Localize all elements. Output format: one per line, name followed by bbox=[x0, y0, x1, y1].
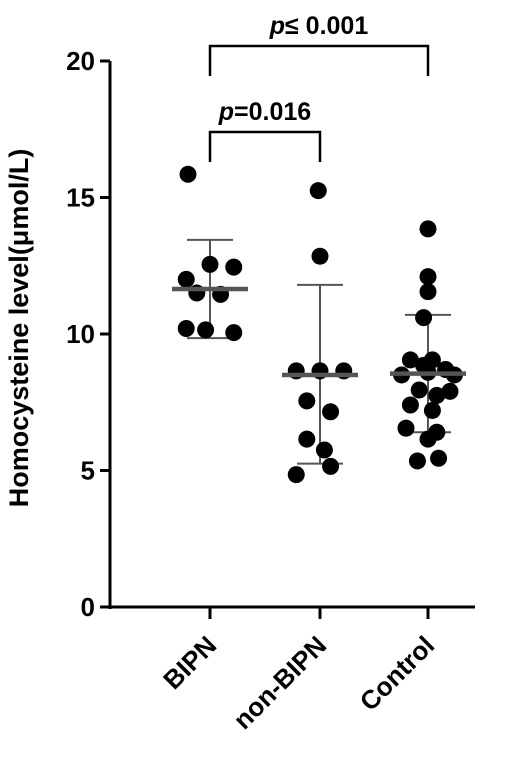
significance-bracket bbox=[208, 130, 322, 163]
data-point bbox=[225, 258, 243, 276]
data-point bbox=[410, 381, 428, 399]
y-tick-label: 10 bbox=[66, 319, 95, 349]
data-point bbox=[309, 182, 327, 200]
data-point bbox=[322, 457, 340, 475]
data-point bbox=[298, 392, 316, 410]
category-label: BIPN bbox=[157, 630, 222, 695]
data-point bbox=[401, 396, 419, 414]
data-point bbox=[415, 309, 433, 327]
p-value: =0.016 bbox=[234, 98, 311, 126]
data-point bbox=[419, 430, 437, 448]
data-point bbox=[287, 466, 305, 484]
data-point bbox=[423, 401, 441, 419]
p-symbol: p bbox=[269, 12, 285, 40]
data-point bbox=[197, 321, 215, 339]
data-point bbox=[225, 324, 243, 342]
p-value-label: p≤ 0.001 bbox=[269, 12, 369, 40]
significance-bracket bbox=[208, 44, 430, 77]
data-point bbox=[419, 283, 437, 301]
data-point bbox=[201, 255, 219, 273]
data-point bbox=[419, 220, 437, 238]
data-point bbox=[298, 430, 316, 448]
y-tick-label: 5 bbox=[81, 456, 95, 486]
data-point bbox=[177, 320, 195, 338]
category-label: non-BIPN bbox=[227, 630, 332, 735]
y-tick-label: 15 bbox=[66, 183, 95, 213]
p-value-label: p=0.016 bbox=[218, 98, 311, 126]
data-point bbox=[441, 382, 459, 400]
data-point bbox=[179, 165, 197, 183]
y-tick-label: 0 bbox=[81, 592, 95, 622]
data-point bbox=[311, 247, 329, 265]
data-point bbox=[428, 386, 446, 404]
p-value: ≤ 0.001 bbox=[285, 12, 368, 40]
data-point bbox=[430, 449, 448, 467]
data-point bbox=[408, 452, 426, 470]
data-points bbox=[172, 165, 466, 484]
data-point bbox=[397, 419, 415, 437]
category-label: Control bbox=[354, 630, 441, 717]
p-symbol: p bbox=[218, 98, 234, 126]
axes: 0 5 10 15 20 bbox=[66, 46, 475, 622]
category-labels: BIPN non-BIPN Control bbox=[157, 630, 440, 735]
data-point bbox=[177, 270, 195, 288]
y-axis-label: Homocysteine level(μmol/L) bbox=[4, 149, 34, 508]
data-point bbox=[419, 268, 437, 286]
y-tick-label: 20 bbox=[66, 46, 95, 76]
data-point bbox=[315, 441, 333, 459]
data-point bbox=[322, 403, 340, 421]
data-point bbox=[401, 351, 419, 369]
